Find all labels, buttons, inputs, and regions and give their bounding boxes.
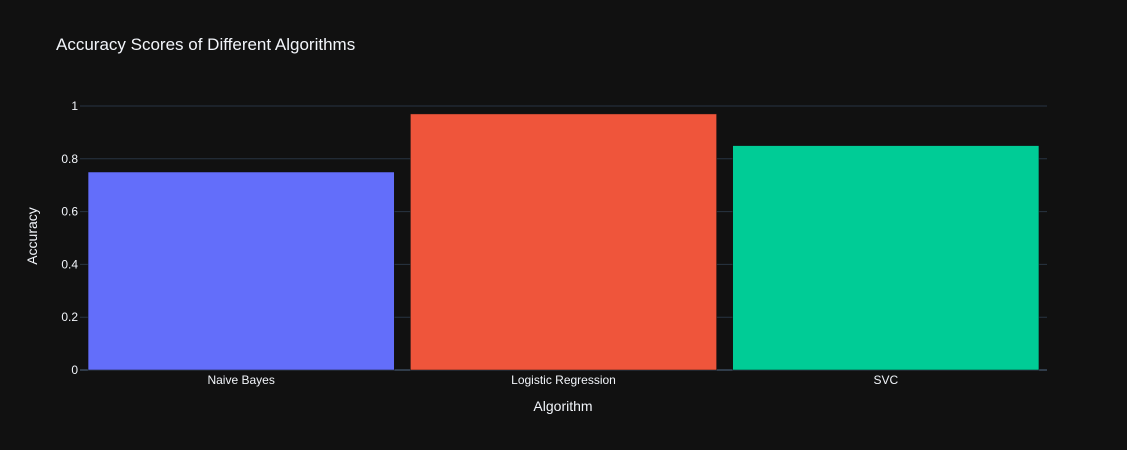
y-tick-label: 0.8 [61,152,78,166]
x-tick-label: Logistic Regression [511,373,616,387]
y-axis-ticks: 0 0.2 0.4 0.6 0.8 1 [61,99,78,377]
y-tick-label: 0.6 [61,205,78,219]
bar-logistic-regression[interactable] [410,113,717,371]
bar-svc[interactable] [732,145,1040,371]
x-tick-label: SVC [873,373,898,387]
chart-title: Accuracy Scores of Different Algorithms [56,35,355,54]
y-tick-label: 0.2 [61,310,78,324]
bar-naive-bayes[interactable] [87,171,395,371]
y-tick-label: 1 [71,99,78,113]
x-tick-label: Naive Bayes [207,373,274,387]
bars [87,113,1040,371]
y-axis-title: Accuracy [24,207,40,265]
x-axis-ticks: Naive Bayes Logistic Regression SVC [207,373,898,387]
x-axis-title: Algorithm [533,398,592,414]
y-tick-label: 0.4 [61,257,78,271]
y-tick-label: 0 [71,363,78,377]
